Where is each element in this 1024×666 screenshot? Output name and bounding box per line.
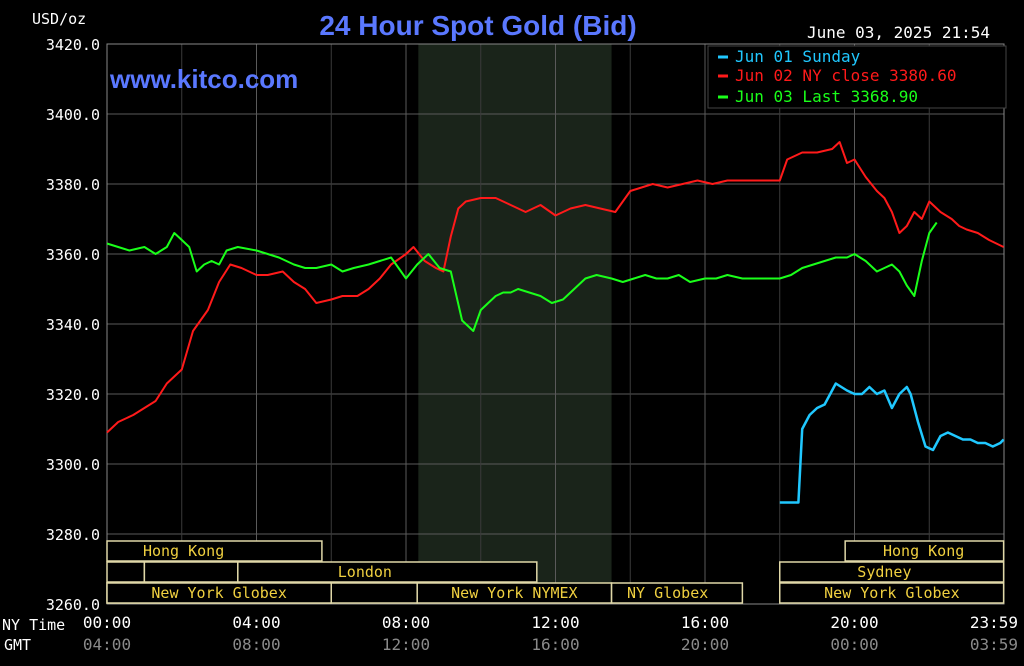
session-label: NY Globex <box>627 584 708 602</box>
plot-frame <box>106 43 1005 605</box>
y-tick-label: 3400.0 <box>46 106 100 124</box>
session-label: New York NYMEX <box>451 584 577 602</box>
session-label: Sydney <box>857 563 911 581</box>
x-axis-ny-label: NY Time <box>2 616 65 634</box>
x-tick-label-ny: 08:00 <box>382 613 430 632</box>
legend-entry-jun03: Jun 03 Last 3368.90 <box>735 87 918 106</box>
axis-layer: 3420.0 3400.0 3380.0 3360.0 3340.0 3320.0 3300… <box>46 36 1018 654</box>
x-tick-label-ny: 20:00 <box>830 613 878 632</box>
legend-box <box>707 45 1007 109</box>
watermark: www.kitco.com <box>109 64 298 94</box>
x-tick-label-ny: 12:00 <box>531 613 579 632</box>
session-bar <box>779 582 1005 604</box>
y-tick-label: 3320.0 <box>46 386 100 404</box>
x-tick-label-gmt: 16:00 <box>531 635 579 654</box>
series-line-jun02 <box>106 141 1005 434</box>
legend: Jun 01 Sunday Jun 02 NY close 3380.60 Ju… <box>707 45 1007 109</box>
x-tick-label-gmt: 08:00 <box>232 635 280 654</box>
series-line-jun03 <box>106 221 938 332</box>
x-tick-label-gmt: 03:59 <box>970 635 1018 654</box>
y-tick-label: 3280.0 <box>46 526 100 544</box>
x-tick-label-gmt: 12:00 <box>382 635 430 654</box>
series-line-jun01 <box>779 382 1005 504</box>
session-label: London <box>338 563 392 581</box>
y-tick-label: 3420.0 <box>46 36 100 54</box>
x-tick-label-ny: 00:00 <box>83 613 131 632</box>
session-bar <box>106 540 323 562</box>
x-tick-label-gmt: 00:00 <box>830 635 878 654</box>
session-bar <box>844 540 1005 562</box>
session-bar <box>237 561 538 583</box>
grid-layer <box>106 43 1005 605</box>
session-bar <box>779 561 1005 583</box>
session-label: New York Globex <box>824 584 959 602</box>
y-tick-label: 3300.0 <box>46 456 100 474</box>
session-bar <box>610 582 744 604</box>
x-tick-label-gmt: 20:00 <box>681 635 729 654</box>
x-tick-label-ny: 16:00 <box>681 613 729 632</box>
x-tick-label-gmt: 04:00 <box>83 635 131 654</box>
session-bar <box>143 561 239 583</box>
timestamp: June 03, 2025 21:54 <box>807 23 990 42</box>
session-label: New York Globex <box>151 584 286 602</box>
session-bar <box>330 582 418 604</box>
x-tick-label-ny: 04:00 <box>232 613 280 632</box>
y-unit-label: USD/oz <box>32 10 86 28</box>
y-tick-label: 3340.0 <box>46 316 100 334</box>
x-axis-gmt-label: GMT <box>4 636 31 654</box>
y-tick-label: 3380.0 <box>46 176 100 194</box>
session-label: Hong Kong <box>143 542 224 560</box>
chart-title: 24 Hour Spot Gold (Bid) <box>319 10 636 41</box>
session-label: Hong Kong <box>883 542 964 560</box>
y-tick-label: 3260.0 <box>46 596 100 614</box>
x-tick-label-ny: 23:59 <box>970 613 1018 632</box>
y-tick-label: 3360.0 <box>46 246 100 264</box>
legend-entry-jun02: Jun 02 NY close 3380.60 <box>735 66 957 85</box>
series-layer <box>106 141 1005 504</box>
session-bar <box>106 561 146 583</box>
legend-entry-jun01: Jun 01 Sunday <box>735 47 861 66</box>
session-bars-layer: Hong Kong London New York Globex New York N… <box>106 540 1005 604</box>
